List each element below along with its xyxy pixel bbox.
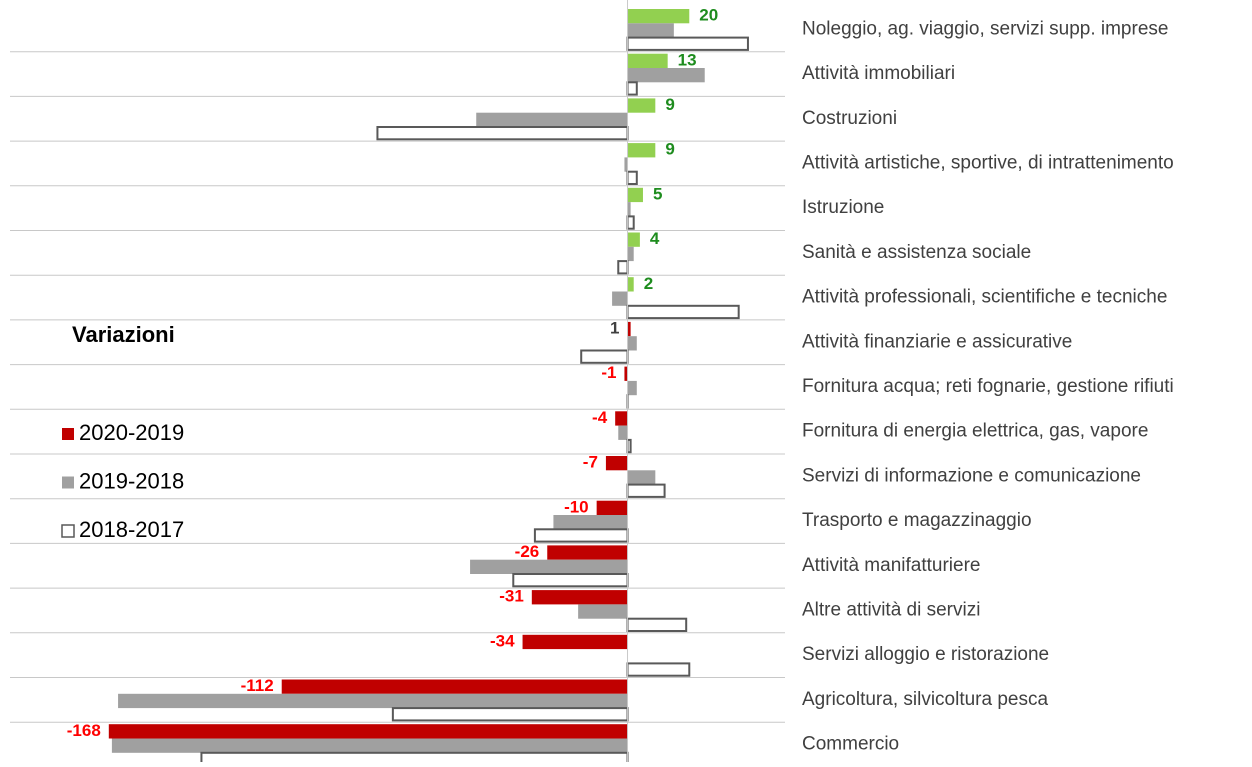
bar: [628, 188, 643, 202]
bar: [628, 485, 665, 497]
legend-marker: [62, 477, 74, 489]
bar: [513, 574, 627, 586]
bar: [618, 261, 627, 273]
data-label: -26: [515, 542, 540, 561]
category-label: Costruzioni: [802, 108, 897, 129]
bar: [628, 38, 748, 50]
data-label: -7: [583, 453, 598, 472]
category-label: Altre attività di servizi: [802, 599, 980, 620]
category-label: Fornitura acqua; reti fognarie, gestione…: [802, 376, 1174, 397]
bar: [523, 635, 628, 649]
bar: [628, 663, 690, 675]
bar: [612, 292, 627, 306]
bar: [628, 247, 634, 261]
data-label: -168: [67, 721, 101, 740]
bar: [606, 456, 628, 470]
bar: [532, 590, 628, 604]
data-label: 2: [644, 274, 653, 293]
data-label: -10: [564, 497, 589, 516]
bar: [615, 411, 627, 425]
legend-title: Variazioni: [72, 322, 175, 347]
category-label: Agricoltura, silvicoltura pesca: [802, 689, 1048, 710]
category-label: Commercio: [802, 734, 899, 755]
bar: [109, 724, 628, 738]
bar: [628, 54, 668, 68]
category-label: Servizi alloggio e ristorazione: [802, 644, 1049, 665]
category-label: Fornitura di energia elettrica, gas, vap…: [802, 421, 1148, 442]
bar: [628, 233, 640, 247]
bar: [618, 426, 627, 440]
bar: [628, 216, 634, 228]
data-label: 20: [699, 6, 718, 25]
bar: [393, 708, 628, 720]
data-label: 13: [678, 50, 697, 69]
bar: [553, 515, 627, 529]
bar: [201, 753, 627, 762]
category-label: Istruzione: [802, 197, 884, 218]
bar: [578, 604, 627, 618]
legend-label: 2020-2019: [79, 420, 184, 445]
bar: [112, 739, 628, 753]
bar: [628, 619, 687, 631]
category-label: Attività immobiliari: [802, 63, 955, 84]
bar: [628, 172, 637, 184]
data-label: -1: [601, 363, 616, 382]
data-label: -112: [241, 676, 274, 695]
bar: [628, 277, 634, 291]
bar: [628, 143, 656, 157]
category-label: Servizi di informazione e comunicazione: [802, 465, 1141, 486]
bar: [581, 351, 627, 363]
bar: [628, 336, 637, 350]
data-label: 9: [665, 140, 674, 159]
category-label: Attività artistiche, sportive, di intrat…: [802, 152, 1174, 173]
data-label: 4: [650, 229, 660, 248]
bar: [628, 68, 705, 82]
bar: [547, 545, 627, 559]
bar: [628, 82, 637, 94]
data-label: -4: [592, 408, 608, 427]
data-label: -34: [490, 631, 515, 650]
category-label: Trasporto e magazzinaggio: [802, 510, 1032, 531]
bar: [118, 694, 627, 708]
data-label: 5: [653, 184, 662, 203]
bar: [628, 23, 674, 37]
legend-marker: [62, 428, 74, 440]
bar: [628, 306, 739, 318]
data-label: 1: [610, 319, 619, 338]
data-label: -31: [499, 587, 524, 606]
category-label: Attività finanziarie e assicurative: [802, 331, 1072, 352]
bar: [470, 560, 627, 574]
bar: [597, 501, 628, 515]
bar: [628, 98, 656, 112]
legend-label: 2019-2018: [79, 468, 184, 493]
legend-marker: [62, 525, 74, 537]
bar: [628, 381, 637, 395]
bar: [628, 470, 656, 484]
data-label: 9: [665, 95, 674, 114]
bar: [282, 680, 628, 694]
bar: [377, 127, 627, 139]
bar: [535, 529, 628, 541]
category-label: Sanità e assistenza sociale: [802, 242, 1031, 263]
category-label: Noleggio, ag. viaggio, servizi supp. imp…: [802, 18, 1168, 39]
legend-label: 2018-2017: [79, 517, 184, 542]
category-label: Attività professionali, scientifiche e t…: [802, 287, 1167, 308]
bar: [476, 113, 627, 127]
category-label: Attività manifatturiere: [802, 555, 980, 576]
bar: [628, 9, 690, 23]
